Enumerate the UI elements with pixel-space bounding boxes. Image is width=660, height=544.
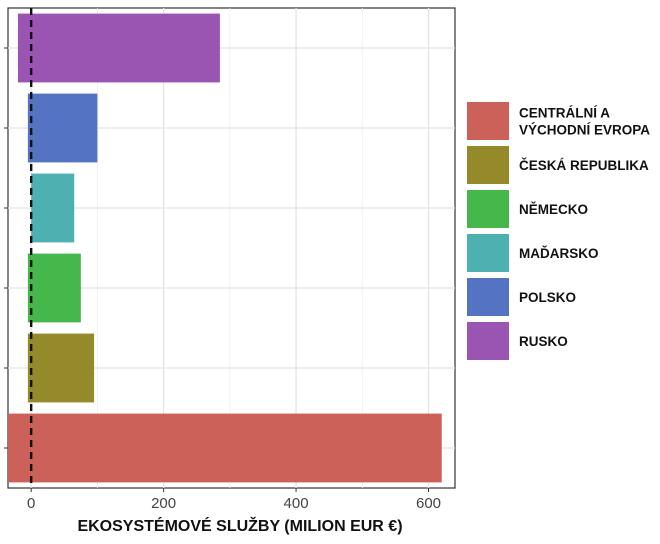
bar <box>27 333 95 403</box>
legend-key <box>467 322 509 360</box>
x-tick-label: 200 <box>151 495 176 512</box>
plot-panel <box>7 7 456 489</box>
legend-label: POLSKO <box>519 290 576 305</box>
legend-label: RUSKO <box>519 334 568 349</box>
legend-label: MAĎARSKO <box>519 246 599 261</box>
legend-key <box>467 146 509 184</box>
bar <box>31 173 75 243</box>
bars <box>8 13 442 483</box>
legend-key <box>467 102 509 140</box>
legend: CENTRÁLNÍ A VÝCHODNÍ EVROPA ČESKÁ REPUBLIK… <box>467 102 650 360</box>
x-tick-label: 600 <box>416 495 441 512</box>
bar <box>27 93 98 163</box>
bar <box>27 253 81 323</box>
legend-label: NĚMECKO <box>519 202 588 217</box>
bar <box>8 413 442 483</box>
bar <box>17 13 220 83</box>
legend-label: ČESKÁ REPUBLIKA <box>519 158 649 173</box>
x-axis-ticks: 0 200 400 600 <box>4 47 441 512</box>
legend-key <box>467 278 509 316</box>
x-tick-label: 400 <box>284 495 309 512</box>
x-axis-title: EKOSYSTÉMOVÉ SLUŽBY (MILION EUR €) <box>77 516 402 535</box>
legend-key <box>467 234 509 272</box>
legend-key <box>467 190 509 228</box>
legend-label: CENTRÁLNÍ A VÝCHODNÍ EVROPA <box>519 106 650 138</box>
x-tick-label: 0 <box>27 495 35 512</box>
